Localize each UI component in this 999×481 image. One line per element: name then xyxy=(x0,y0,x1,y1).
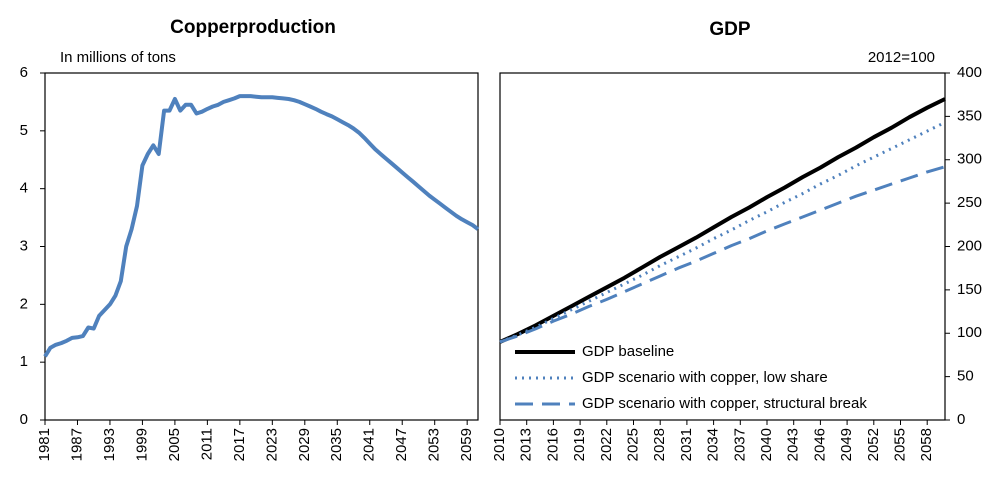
y-tick-label: 200 xyxy=(957,237,982,254)
legend-label: GDP scenario with copper, structural bre… xyxy=(582,395,867,412)
x-tick-label: 1999 xyxy=(133,428,150,461)
data-line xyxy=(499,165,946,344)
x-tick-label: 2053 xyxy=(426,428,443,461)
x-tick-label: 2029 xyxy=(296,428,313,461)
y-tick-label: 400 xyxy=(957,64,982,81)
x-tick-label: 2017 xyxy=(231,428,248,461)
x-tick-label: 2025 xyxy=(624,428,641,461)
x-tick-label: 1987 xyxy=(68,428,85,461)
y-tick-label: 350 xyxy=(957,107,982,124)
x-tick-label: 2019 xyxy=(571,428,588,461)
y-tick-label: 5 xyxy=(20,122,28,139)
y-tick-label: 50 xyxy=(957,368,974,385)
plot-frame xyxy=(44,72,479,421)
x-tick-label: 2022 xyxy=(598,428,615,461)
data-line xyxy=(43,94,480,358)
y-tick-label: 2 xyxy=(20,295,28,312)
subtitle: In millions of tons xyxy=(60,49,176,66)
y-tick-label: 4 xyxy=(20,180,28,197)
x-tick-label: 2010 xyxy=(491,428,508,461)
chart-title: GDP xyxy=(709,19,751,40)
y-tick-label: 250 xyxy=(957,194,982,211)
y-tick-label: 150 xyxy=(957,281,982,298)
x-tick-label: 2055 xyxy=(891,428,908,461)
y-tick-label: 3 xyxy=(20,237,28,254)
x-tick-label: 2035 xyxy=(328,428,345,461)
x-tick-label: 2016 xyxy=(544,428,561,461)
x-tick-label: 2059 xyxy=(458,428,475,461)
annotation: 2012=100 xyxy=(868,49,935,66)
x-tick-label: 2052 xyxy=(865,428,882,461)
x-tick-label: 2046 xyxy=(811,428,828,461)
x-tick-label: 2049 xyxy=(838,428,855,461)
y-tick-label: 0 xyxy=(20,411,28,428)
x-tick-label: 1993 xyxy=(101,428,118,461)
x-tick-label: 2034 xyxy=(705,428,722,461)
x-tick-label: 2037 xyxy=(731,428,748,461)
x-tick-label: 2041 xyxy=(361,428,378,461)
x-tick-label: 2023 xyxy=(263,428,280,461)
x-tick-label: 1981 xyxy=(36,428,53,461)
x-tick-label: 2058 xyxy=(918,428,935,461)
y-tick-label: 1 xyxy=(20,353,28,370)
y-tick-label: 0 xyxy=(957,411,965,428)
x-tick-label: 2040 xyxy=(758,428,775,461)
y-tick-label: 100 xyxy=(957,324,982,341)
x-tick-label: 2043 xyxy=(785,428,802,461)
x-tick-label: 2028 xyxy=(651,428,668,461)
legend-label: GDP baseline xyxy=(582,343,674,360)
chart-title: Copperproduction xyxy=(170,17,336,38)
data-line xyxy=(499,121,946,344)
x-tick-label: 2047 xyxy=(393,428,410,461)
data-line xyxy=(499,97,946,344)
y-tick-label: 300 xyxy=(957,151,982,168)
legend-label: GDP scenario with copper, low share xyxy=(582,369,828,386)
y-tick-label: 6 xyxy=(20,64,28,81)
x-tick-label: 2013 xyxy=(518,428,535,461)
x-tick-label: 2011 xyxy=(198,428,215,460)
x-tick-label: 2005 xyxy=(166,428,183,461)
plot-frame xyxy=(499,72,946,421)
x-tick-label: 2031 xyxy=(678,428,695,461)
